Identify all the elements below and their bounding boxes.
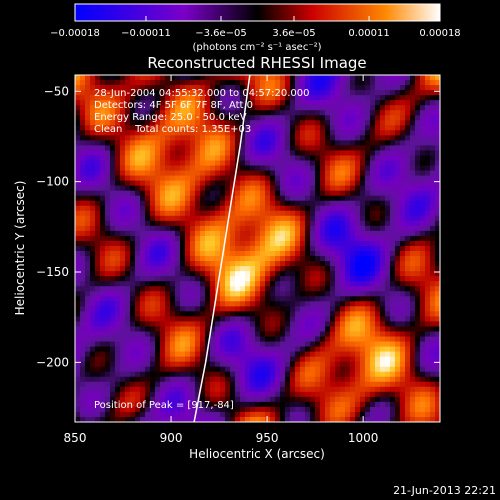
colorbar-units-label: (photons cm⁻² s⁻¹ asec⁻²) — [192, 42, 321, 53]
colorbar-tick-label: −3.6e−05 — [195, 28, 247, 39]
y-tick-label: −150 — [36, 265, 69, 279]
y-tick-label: −100 — [36, 175, 69, 189]
colorbar: −0.00018 −0.00011 −3.6e−05 3.6e−05 0.00011 0.… — [50, 3, 461, 53]
x-axis: 850 900 950 1000 — [64, 75, 379, 445]
colorbar-tick-label: 3.6e−05 — [272, 28, 315, 39]
chart-title: Reconstructed RHESSI Image — [147, 54, 366, 72]
y-axis: −50 −100 −150 −200 — [36, 84, 440, 369]
colorbar-ticks: −0.00018 −0.00011 −3.6e−05 3.6e−05 0.00011 0.… — [50, 16, 461, 39]
colorbar-tick-label: −0.00018 — [50, 28, 100, 39]
x-tick-label: 850 — [64, 431, 87, 445]
footer-timestamp: 21-Jun-2013 22:21 — [393, 484, 496, 497]
annotation-peak-position: Position of Peak = [917,-84] — [94, 400, 234, 411]
annotation-clean: Clean Total counts: 1.35E+03 — [94, 124, 251, 135]
y-tick-label: −200 — [36, 355, 69, 369]
colorbar-gradient — [74, 3, 441, 22]
y-axis-label: Heliocentric Y (arcsec) — [13, 181, 27, 316]
x-axis-label: Heliocentric X (arcsec) — [189, 447, 325, 461]
annotations: 28-Jun-2004 04:55:32.000 to 04:57:20.000… — [94, 88, 310, 411]
x-tick-label: 950 — [256, 431, 279, 445]
x-tick-label: 900 — [160, 431, 183, 445]
annotation-detectors: Detectors: 4F 5F 6F 7F 8F, Att 0 — [94, 100, 253, 111]
solar-limb-curve — [193, 74, 251, 423]
plot-frame — [74, 74, 441, 423]
colorbar-tick-label: −0.00011 — [121, 28, 171, 39]
heatmap-image — [75, 75, 440, 422]
colorbar-tick-label: 0.00018 — [419, 28, 460, 39]
annotation-time-range: 28-Jun-2004 04:55:32.000 to 04:57:20.000 — [94, 88, 310, 99]
y-tick-label: −50 — [44, 84, 69, 98]
annotation-energy: Energy Range: 25.0 - 50.0 keV — [94, 112, 247, 123]
x-tick-label: 1000 — [348, 431, 379, 445]
colorbar-tick-label: 0.00011 — [348, 28, 389, 39]
